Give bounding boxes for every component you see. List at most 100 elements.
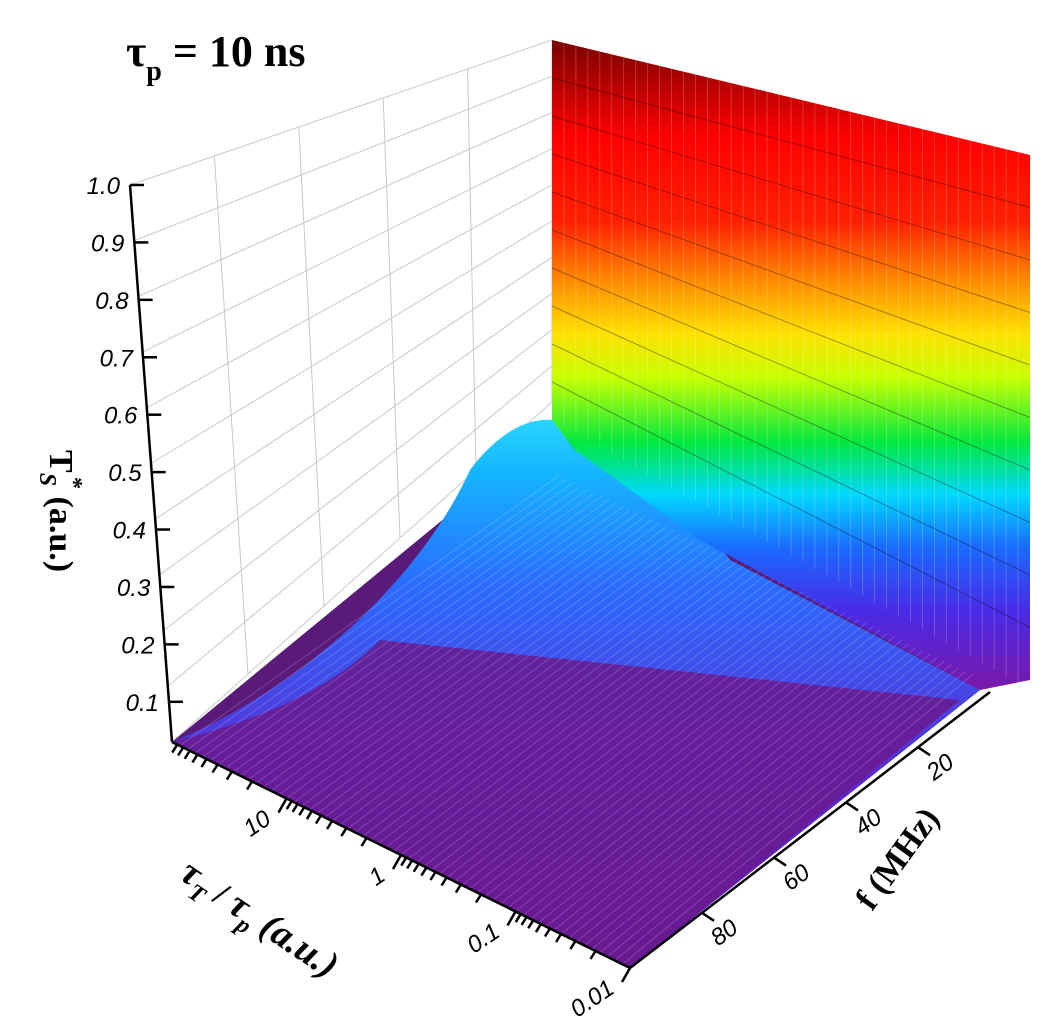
x-minor-tick-2-8 [406, 859, 414, 870]
mesh-line-42 [492, 615, 852, 901]
surface-mesh [179, 42, 1031, 965]
mesh-line-19 [316, 536, 688, 814]
mesh-line-40 [477, 608, 838, 894]
x-minor-tick-1-2 [360, 837, 368, 847]
wall-mesh-h-5 [551, 229, 1031, 418]
mesh-line-30 [400, 574, 767, 856]
x-minor-tick-0-4 [211, 763, 219, 774]
mesh-line-33 [423, 584, 788, 867]
z-tick-label-5: 0.6 [104, 403, 138, 430]
z-tick-label-8: 0.9 [91, 230, 124, 257]
mesh-line-8 [232, 499, 610, 773]
z-axis-line [128, 184, 174, 743]
x-axis-label: τT / τp (a.u.) [169, 851, 346, 993]
chart-title: τp = 10 ns [126, 27, 306, 87]
mesh-line-21 [332, 543, 703, 822]
mesh-line-41 [484, 612, 845, 897]
mesh-line-38 [461, 602, 824, 886]
z-label-rest: (a.u.) [42, 488, 79, 572]
z-tick-label-9: 1.0 [87, 173, 121, 200]
mesh-line-25 [362, 557, 731, 837]
surface-wall [552, 40, 1030, 690]
y-tick-mark-3 [701, 911, 715, 922]
x-minor-tick-1-5 [314, 814, 323, 825]
mesh-line-17 [301, 529, 674, 807]
mesh-line-3 [194, 481, 574, 754]
surface [172, 40, 1030, 969]
x-tick-label-3: 0.01 [566, 975, 620, 1024]
x-minor-tick-3-4 [555, 933, 563, 943]
back-grid-h-8 [138, 111, 553, 297]
mesh-line-58 [614, 670, 967, 961]
x-minor-tick-0-9 [171, 743, 179, 754]
x-minor-tick-1-9 [285, 800, 293, 810]
x-tick-mark-3 [620, 967, 632, 983]
x-minor-tick-3-2 [589, 950, 597, 960]
mesh-line-50 [553, 643, 909, 931]
mesh-line-59 [622, 674, 974, 965]
z-label-sub: S [34, 473, 60, 486]
z-label-main: T [42, 450, 79, 473]
mesh-line-44 [507, 622, 867, 909]
x-minor-tick-2-4 [440, 876, 448, 887]
mesh-line-11 [255, 509, 631, 784]
x-minor-tick-1-4 [326, 820, 334, 830]
x-minor-tick-2-2 [474, 893, 483, 904]
mesh-line-49 [545, 639, 902, 927]
mesh-line-18 [309, 533, 681, 811]
mesh-line-5 [209, 488, 588, 762]
x-minor-tick-1-8 [291, 803, 299, 813]
mesh-line-16 [293, 526, 667, 803]
wall-mesh-h-3 [551, 305, 1031, 523]
x-minor-tick-0-2 [245, 780, 254, 791]
mesh-line-24 [354, 554, 724, 833]
mesh-line-12 [263, 512, 638, 788]
mesh-line-52 [568, 650, 924, 939]
mesh-line-28 [385, 567, 753, 848]
x-tick-label-2: 0.1 [462, 918, 505, 959]
z-tick-label-2: 0.3 [117, 575, 151, 602]
x-minor-tick-3-3 [569, 940, 577, 950]
mesh-line-37 [454, 598, 817, 882]
mesh-line-43 [499, 619, 860, 905]
z-label-sup: * [60, 476, 86, 489]
x-minor-tick-3-5 [543, 927, 552, 938]
x-tick-mark-1 [391, 854, 403, 870]
x-minor-tick-0-5 [200, 758, 208, 768]
z-axis-ticks: 0.1 0.2 0.3 0.4 0.5 0.6 0.7 0.8 0.9 1.0 [87, 173, 183, 717]
mesh-line-53 [576, 653, 931, 943]
wall-mesh-h-2 [551, 343, 1031, 576]
mesh-line-39 [469, 605, 831, 890]
mesh-line-2 [186, 478, 567, 750]
x-tick-mark-0 [277, 797, 288, 814]
mesh-line-27 [377, 564, 745, 845]
mesh-line-32 [415, 581, 781, 863]
x-minor-tick-0-3 [225, 770, 233, 781]
x-minor-tick-1-7 [298, 806, 306, 816]
z-tick-label-1: 0.2 [121, 632, 154, 659]
z-tick-label-6: 0.7 [100, 345, 135, 372]
z-tick-label-4: 0.5 [108, 460, 142, 487]
mesh-line-31 [408, 578, 774, 860]
mesh-line-6 [217, 492, 596, 766]
x-minor-tick-3-8 [520, 916, 528, 926]
mesh-line-51 [560, 646, 917, 935]
mesh-line-4 [202, 485, 581, 758]
x-minor-tick-0-6 [191, 753, 199, 764]
back-grid-v-2 [298, 126, 325, 607]
back-grid-h-3 [159, 292, 553, 576]
mesh-line-55 [591, 660, 945, 950]
z-tick-label-7: 0.8 [95, 288, 129, 315]
back-grid-h-2 [163, 329, 553, 631]
x-minor-tick-2-7 [412, 863, 420, 873]
x-label-rest: (a.u.) [245, 899, 346, 986]
y-tick-mark-0 [917, 746, 931, 757]
back-grid-v-1 [213, 155, 249, 675]
mesh-line-46 [522, 629, 881, 916]
title-tau: τ [126, 27, 146, 76]
x-minor-tick-3-9 [514, 913, 522, 923]
x-minor-tick-3-6 [534, 923, 542, 933]
z-tick-label-3: 0.4 [113, 518, 146, 545]
surface-floor-overlay [172, 640, 960, 968]
